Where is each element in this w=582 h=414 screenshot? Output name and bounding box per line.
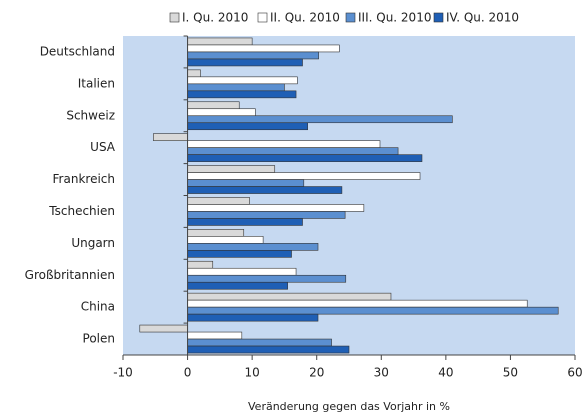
bar <box>187 338 332 347</box>
bar <box>187 165 276 173</box>
bar <box>187 281 288 290</box>
legend-label: IV. Qu. 2010 <box>446 11 519 25</box>
x-tick-label: 40 <box>438 366 453 380</box>
x-tick-label: 60 <box>567 366 582 380</box>
bar <box>187 37 253 46</box>
x-tick-label: 30 <box>374 366 389 380</box>
bar <box>187 345 350 354</box>
bar <box>187 83 285 92</box>
bar <box>187 76 298 85</box>
bar <box>187 313 319 322</box>
bar <box>187 51 319 60</box>
x-tick-label: 20 <box>309 366 324 380</box>
bar <box>187 44 340 53</box>
x-tick-label: 50 <box>503 366 518 380</box>
bar <box>187 243 319 251</box>
x-axis-label: Veränderung gegen das Vorjahr in % <box>248 400 450 413</box>
y-tick-label: China <box>81 300 115 314</box>
bar <box>187 306 559 315</box>
bar <box>187 292 392 301</box>
bar <box>187 204 365 212</box>
bar <box>187 101 240 110</box>
bar <box>187 58 303 67</box>
bar <box>187 260 214 269</box>
bar <box>187 250 292 258</box>
bar <box>187 179 305 187</box>
bar <box>187 154 423 162</box>
bar <box>187 197 250 205</box>
bar <box>187 267 297 276</box>
y-tick-label: Frankreich <box>53 172 115 186</box>
y-tick-label: Deutschland <box>40 44 115 58</box>
y-tick-label: Italien <box>78 76 115 90</box>
bar <box>187 90 297 99</box>
bar <box>187 108 256 117</box>
bar <box>187 115 453 124</box>
x-tick-label: 0 <box>184 366 192 380</box>
legend-label: II. Qu. 2010 <box>270 11 340 25</box>
bar <box>187 211 346 219</box>
bar <box>187 218 303 226</box>
bar <box>187 122 308 131</box>
y-tick-label: Polen <box>83 332 115 346</box>
legend-label: III. Qu. 2010 <box>358 11 431 25</box>
legend-swatch <box>257 12 268 23</box>
bar <box>187 172 421 180</box>
x-tick-label: -10 <box>113 366 133 380</box>
bar <box>187 147 399 155</box>
bar <box>187 69 201 78</box>
legend-label: I. Qu. 2010 <box>182 11 248 25</box>
bar <box>187 186 343 194</box>
bar <box>153 133 188 141</box>
bar <box>187 236 264 244</box>
legend-swatch <box>169 12 180 23</box>
y-tick-label: USA <box>90 140 116 154</box>
bar <box>187 274 347 283</box>
y-tick-label: Schweiz <box>66 108 115 122</box>
bar <box>187 299 528 308</box>
legend-swatch <box>433 12 444 23</box>
bar <box>139 324 188 333</box>
x-tick-label: 10 <box>245 366 260 380</box>
y-tick-label: Großbritannien <box>25 268 115 282</box>
y-tick-label: Ungarn <box>71 236 115 250</box>
y-tick-label: Tschechien <box>48 204 115 218</box>
bar <box>187 331 243 340</box>
bar <box>187 140 381 148</box>
legend-swatch <box>345 12 356 23</box>
bar <box>187 229 245 237</box>
